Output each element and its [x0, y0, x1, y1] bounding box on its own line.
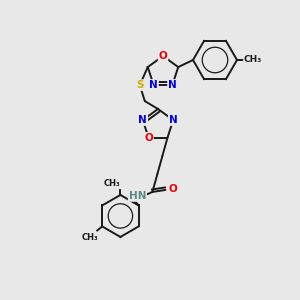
Text: CH₃: CH₃ [244, 56, 262, 64]
Text: HN: HN [129, 191, 146, 201]
Text: O: O [144, 133, 153, 143]
Text: O: O [159, 51, 167, 61]
Text: N: N [169, 115, 178, 125]
Text: O: O [168, 184, 177, 194]
Text: S: S [136, 80, 143, 90]
Text: CH₃: CH₃ [104, 179, 121, 188]
Text: N: N [138, 115, 147, 125]
Text: N: N [149, 80, 158, 90]
Text: N: N [168, 80, 177, 90]
Text: CH₃: CH₃ [82, 233, 98, 242]
